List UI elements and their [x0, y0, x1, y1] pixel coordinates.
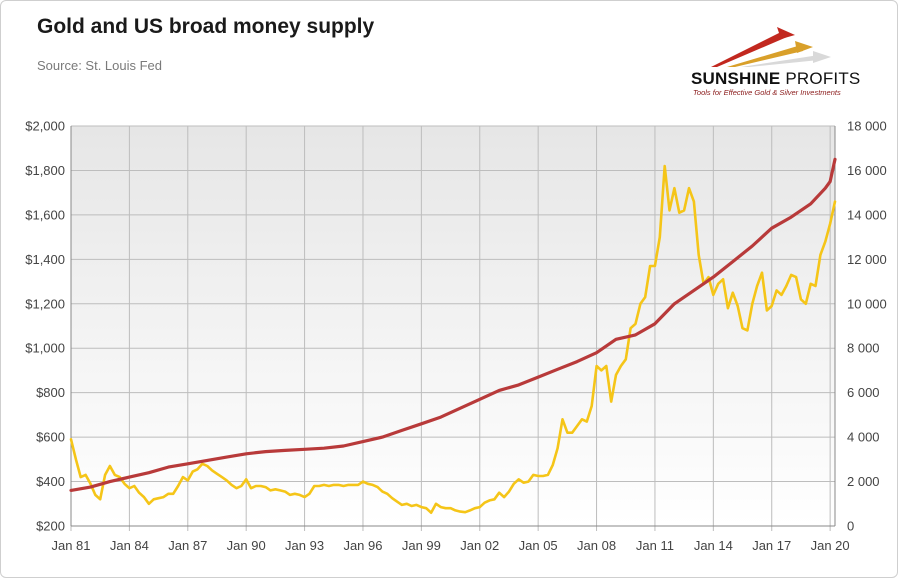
y-left-tick-label: $200 — [36, 519, 65, 534]
x-tick-label: Jan 84 — [110, 538, 149, 553]
plot-area — [71, 126, 835, 526]
x-tick-label: Jan 05 — [519, 538, 558, 553]
series — [69, 157, 837, 514]
gold-price-line — [69, 164, 837, 514]
y-right-tick-label: 8 000 — [847, 341, 880, 356]
y-right-tick-label: 6 000 — [847, 385, 880, 400]
y-left-tick-label: $1,400 — [25, 252, 65, 267]
logo-tagline: Tools for Effective Gold & Silver Invest… — [693, 88, 841, 97]
sunshine-profits-logo: SUNSHINE PROFITS Tools for Effective Gol… — [691, 23, 881, 103]
x-tick-label: Jan 90 — [227, 538, 266, 553]
chart-title: Gold and US broad money supply — [37, 15, 375, 38]
x-tick-label: Jan 93 — [285, 538, 324, 553]
x-tick-label: Jan 81 — [51, 538, 90, 553]
y-right-tick-label: 12 000 — [847, 252, 887, 267]
y-left-tick-label: $1,000 — [25, 341, 65, 356]
logo-wordmark: SUNSHINE PROFITS — [691, 69, 860, 89]
axes: $200 0 $400 2 000 $600 4 000 $800 6 000 $1,000 8 … — [25, 119, 887, 554]
y-right-tick-label: 2 000 — [847, 474, 880, 489]
y-left-tick-label: $600 — [36, 430, 65, 445]
money-supply-line — [69, 157, 837, 492]
y-right-tick-label: 4 000 — [847, 430, 880, 445]
x-tick-label: Jan 20 — [811, 538, 850, 553]
logo-name-light: PROFITS — [780, 69, 861, 88]
logo-arrows-icon — [711, 27, 831, 67]
y-left-tick-label: $1,800 — [25, 163, 65, 178]
y-right-tick-label: 18 000 — [847, 119, 887, 134]
x-tick-label: Jan 87 — [168, 538, 207, 553]
y-right-tick-label: 10 000 — [847, 296, 887, 311]
x-tick-label: Jan 08 — [577, 538, 616, 553]
logo-name-bold: SUNSHINE — [691, 69, 781, 88]
x-tick-label: Jan 17 — [752, 538, 791, 553]
y-right-tick-label: 0 — [847, 519, 854, 534]
y-left-tick-label: $1,600 — [25, 207, 65, 222]
y-left-tick-label: $1,200 — [25, 296, 65, 311]
y-right-tick-label: 14 000 — [847, 207, 887, 222]
x-tick-label: Jan 96 — [343, 538, 382, 553]
chart-source: Source: St. Louis Fed — [37, 58, 163, 73]
x-tick-label: Jan 14 — [694, 538, 733, 553]
y-left-tick-label: $400 — [36, 474, 65, 489]
y-left-tick-label: $800 — [36, 385, 65, 400]
x-tick-label: Jan 99 — [402, 538, 441, 553]
y-left-tick-label: $2,000 — [25, 119, 65, 134]
x-tick-label: Jan 02 — [460, 538, 499, 553]
x-tick-label: Jan 11 — [636, 538, 674, 553]
y-right-tick-label: 16 000 — [847, 163, 887, 178]
